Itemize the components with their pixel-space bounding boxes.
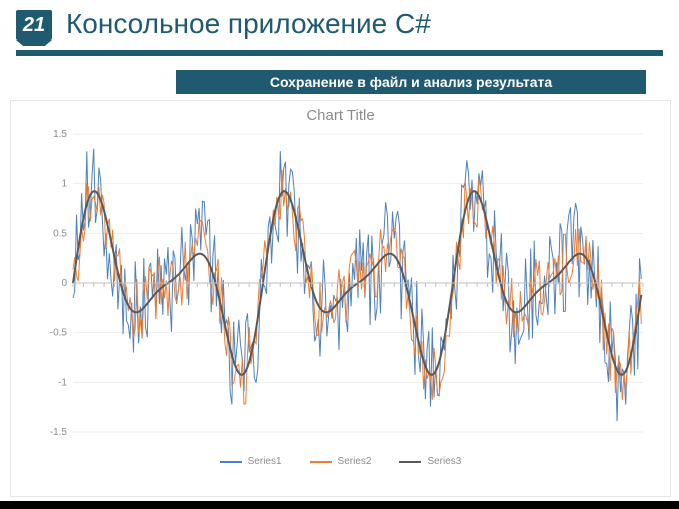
- legend-swatch-series3: [399, 461, 421, 463]
- svg-text:1: 1: [61, 179, 67, 190]
- slide-title: Консольное приложение C#: [66, 8, 431, 40]
- svg-text:0: 0: [61, 278, 67, 289]
- legend-swatch-series1: [220, 461, 242, 463]
- svg-text:1.5: 1.5: [53, 130, 67, 140]
- slide-header: 21 Консольное приложение C#: [0, 0, 679, 64]
- slide-footer-strip: [0, 501, 679, 509]
- svg-text:-1: -1: [58, 377, 67, 388]
- slide-number-badge: 21: [16, 10, 52, 40]
- legend-label-series2: Series2: [338, 456, 372, 467]
- chart-plot-area: -1.5 -1 -0.5 0 0.5 1 1.5: [31, 130, 651, 450]
- legend-label-series1: Series1: [248, 456, 282, 467]
- chart-svg: -1.5 -1 -0.5 0 0.5 1 1.5: [31, 130, 651, 450]
- header-divider: [16, 50, 663, 56]
- legend-swatch-series2: [310, 461, 332, 463]
- subtitle-bar: Сохранение в файл и анализ результата: [176, 70, 646, 94]
- chart-title: Chart Title: [11, 107, 670, 124]
- chart-legend: Series1 Series2 Series3: [11, 456, 670, 467]
- svg-text:-0.5: -0.5: [49, 328, 67, 339]
- legend-item-series3: Series3: [399, 456, 461, 467]
- svg-text:-1.5: -1.5: [49, 427, 67, 438]
- legend-label-series3: Series3: [427, 456, 461, 467]
- legend-item-series2: Series2: [310, 456, 372, 467]
- legend-item-series1: Series1: [220, 456, 282, 467]
- svg-text:0.5: 0.5: [53, 228, 67, 239]
- chart-panel: Chart Title -1.5 -1 -0.5 0 0.5 1 1.5 Series1 S…: [10, 100, 671, 497]
